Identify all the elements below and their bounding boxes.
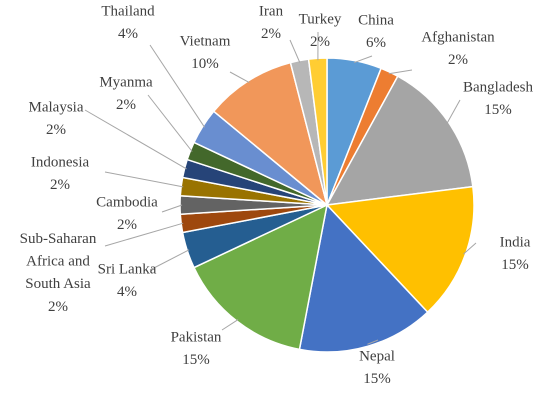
category-label: Sub-Saharan Africa and South Asia (20, 231, 97, 292)
category-label: Sri Lanka (98, 261, 157, 277)
leader-line (161, 204, 183, 213)
value-label: 10% (191, 56, 219, 72)
value-label: 15% (363, 371, 391, 387)
value-label: 2% (46, 122, 66, 138)
value-label: 2% (48, 299, 68, 315)
leader-line (84, 109, 187, 170)
pie-slice (325, 185, 475, 314)
value-label: 2% (50, 177, 70, 193)
category-label: Malaysia (29, 99, 84, 115)
category-label: Nepal (359, 348, 395, 364)
leader-line (149, 44, 205, 128)
category-label: Iran (259, 3, 284, 19)
value-label: 4% (118, 26, 138, 42)
category-label: Vietnam (180, 33, 231, 49)
leader-line (388, 69, 413, 75)
value-label: 15% (484, 102, 512, 118)
value-label: 2% (448, 52, 468, 68)
value-label: 2% (117, 217, 137, 233)
value-label: 2% (261, 26, 281, 42)
leader-line (353, 55, 373, 64)
value-label: 2% (310, 34, 330, 50)
category-label: Afghanistan (421, 29, 495, 45)
label-line: Sub-Saharan (20, 231, 97, 247)
category-label: India (500, 234, 531, 250)
value-label: 2% (116, 97, 136, 113)
category-label: Turkey (299, 11, 342, 27)
value-label: 15% (501, 257, 529, 273)
value-label: 15% (182, 352, 210, 368)
category-label: Bangladesh (463, 79, 533, 95)
leader-line (221, 319, 239, 331)
pie-slice (212, 61, 329, 208)
leader-line (463, 242, 477, 255)
label-line: Africa and (26, 254, 90, 270)
leader-line (104, 171, 184, 188)
leader-line (367, 339, 379, 345)
leader-line (229, 71, 250, 84)
pie-slice (192, 203, 329, 351)
category-label: Cambodia (96, 194, 158, 210)
pie-slice (325, 75, 474, 206)
label-line: South Asia (25, 276, 91, 292)
category-label: China (358, 12, 394, 28)
leader-line (149, 249, 190, 271)
value-label: 6% (366, 35, 386, 51)
pie-slice (298, 203, 429, 353)
category-label: Myanma (99, 74, 153, 90)
category-label: Indonesia (31, 154, 90, 170)
category-label: Pakistan (171, 329, 222, 345)
leader-line (289, 39, 301, 63)
leader-line (147, 94, 193, 152)
leader-line (446, 99, 461, 124)
leader-line (104, 222, 184, 247)
value-label: 4% (117, 284, 137, 300)
category-label: Thailand (101, 3, 155, 19)
